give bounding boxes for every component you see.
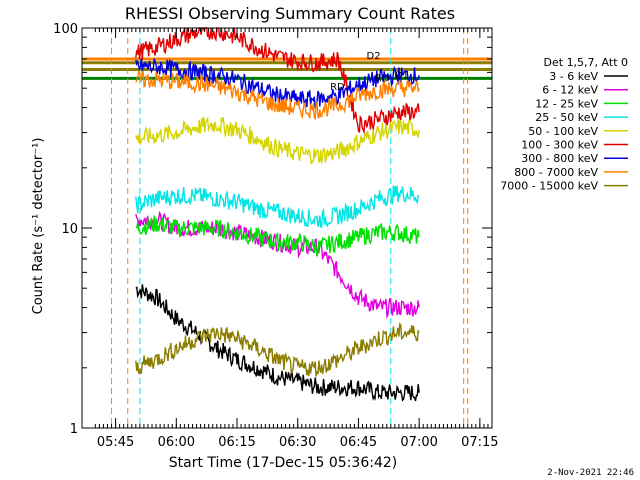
plot-area: D2 RD RD D1 1 10 100 05:45 06:00 06:15 06:30 06:45 0… — [53, 22, 498, 450]
x-tick-label: 06:45 — [340, 435, 377, 450]
legend-entry-label: 100 - 300 keV — [521, 139, 598, 152]
series-line — [135, 116, 420, 165]
series-line — [135, 322, 420, 377]
legend-entry-label: 3 - 6 keV — [549, 70, 598, 83]
legend-entry-label: 50 - 100 keV — [528, 125, 598, 138]
legend-entry-label: 7000 - 15000 keV — [500, 180, 598, 193]
annotation-label: RD — [375, 74, 390, 85]
legend-entry-label: 25 - 50 keV — [535, 111, 598, 124]
y-tick-label: 10 — [61, 222, 78, 237]
chart-title: RHESSI Observing Summary Count Rates — [125, 4, 455, 23]
x-tick-label: 06:00 — [158, 435, 195, 450]
legend-entry-label: 6 - 12 keV — [542, 84, 598, 97]
y-tick-label: 1 — [70, 422, 78, 437]
series-line — [135, 70, 420, 121]
y-axis-label: Count Rate (s⁻¹ detector⁻¹) — [31, 138, 46, 315]
x-tick-label: 05:45 — [97, 435, 134, 450]
y-tick-label: 100 — [53, 22, 78, 37]
series-line — [135, 26, 420, 135]
series-line — [135, 215, 420, 256]
series-line — [135, 185, 420, 228]
x-axis-label: Start Time (17-Dec-15 05:36:42) — [169, 455, 397, 471]
annotation-label: D2 — [367, 51, 381, 62]
x-tick-label: 06:15 — [218, 435, 255, 450]
series-line — [135, 284, 420, 402]
x-tick-label: 07:00 — [400, 435, 437, 450]
annotation-label: RD — [330, 82, 345, 93]
legend-entry-label: 800 - 7000 keV — [514, 166, 598, 179]
series-line — [135, 58, 420, 109]
annotation-label: D1 — [395, 70, 409, 81]
legend-entry-label: 12 - 25 keV — [535, 97, 598, 110]
series-line — [135, 210, 420, 319]
x-tick-label: 07:15 — [461, 435, 498, 450]
timestamp-footer: 2-Nov-2021 22:46 — [547, 468, 634, 478]
x-tick-label: 06:30 — [279, 435, 316, 450]
legend-entry-label: 300 - 800 keV — [521, 152, 598, 165]
legend-header: Det 1,5,7, Att 0 — [544, 56, 628, 69]
